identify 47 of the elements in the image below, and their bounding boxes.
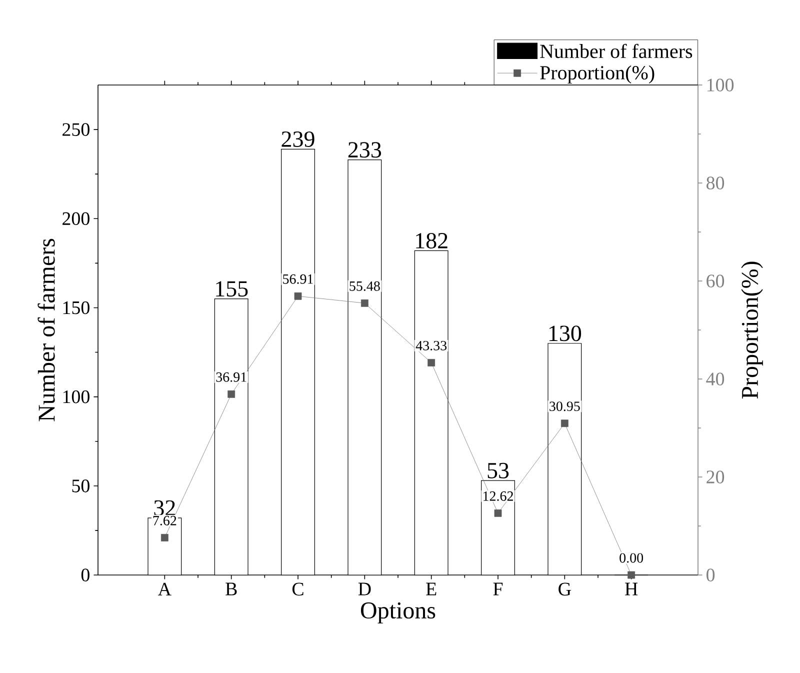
data-label: 130 [549, 326, 582, 342]
data-label: 155 [216, 281, 248, 297]
y2-tick-label: 0 [706, 568, 715, 582]
data-label: 239 [282, 131, 314, 147]
data-label: 12.62 [483, 491, 513, 501]
data-label: 182 [416, 232, 448, 249]
x-tick-label: F [493, 582, 503, 596]
point [228, 390, 236, 398]
y2-tick-label: 20 [706, 470, 724, 484]
x-tick-label: H [625, 582, 638, 596]
y2-tick-label: 100 [707, 78, 734, 92]
y-tick-label: 0 [81, 568, 90, 582]
y2-tick-label: 60 [706, 274, 724, 288]
data-label: 43.33 [416, 340, 447, 350]
data-label: 0.00 [620, 553, 644, 563]
legend-label: Proportion(%) [540, 65, 654, 84]
point [494, 509, 502, 517]
data-label: 55.48 [350, 281, 380, 291]
data-label: 53 [488, 462, 509, 478]
y-tick-label: 250 [62, 123, 90, 136]
y-tick-label: 150 [63, 301, 90, 314]
point [428, 358, 436, 366]
y-axis-title: Number of farmers [38, 238, 55, 422]
x-tick-label: E [426, 582, 436, 596]
y-tick-label: 100 [63, 390, 90, 404]
x-tick-label: D [358, 582, 371, 596]
x-tick-label: G [558, 582, 571, 596]
point [294, 292, 302, 300]
data-label: 7.62 [153, 516, 176, 526]
x-axis-title: Options [360, 602, 436, 624]
data-label: 30.95 [550, 402, 580, 412]
y-tick-label: 200 [62, 212, 90, 226]
x-tick-label: B [226, 582, 237, 596]
data-label: 56.91 [283, 274, 313, 284]
y2-axis-title: Proportion(%) [741, 262, 763, 399]
y-tick-label: 50 [72, 480, 90, 492]
point [160, 534, 168, 542]
legend-label: Number of farmers [540, 44, 692, 58]
data-label: 36.91 [216, 372, 246, 382]
point [360, 299, 368, 307]
y2-tick-label: 40 [706, 372, 724, 386]
point [628, 571, 636, 579]
x-tick-label: A [158, 582, 172, 596]
data-label: 233 [348, 142, 382, 158]
y2-tick-label: 80 [706, 176, 724, 190]
point [560, 420, 568, 428]
x-tick-label: C [292, 582, 304, 596]
